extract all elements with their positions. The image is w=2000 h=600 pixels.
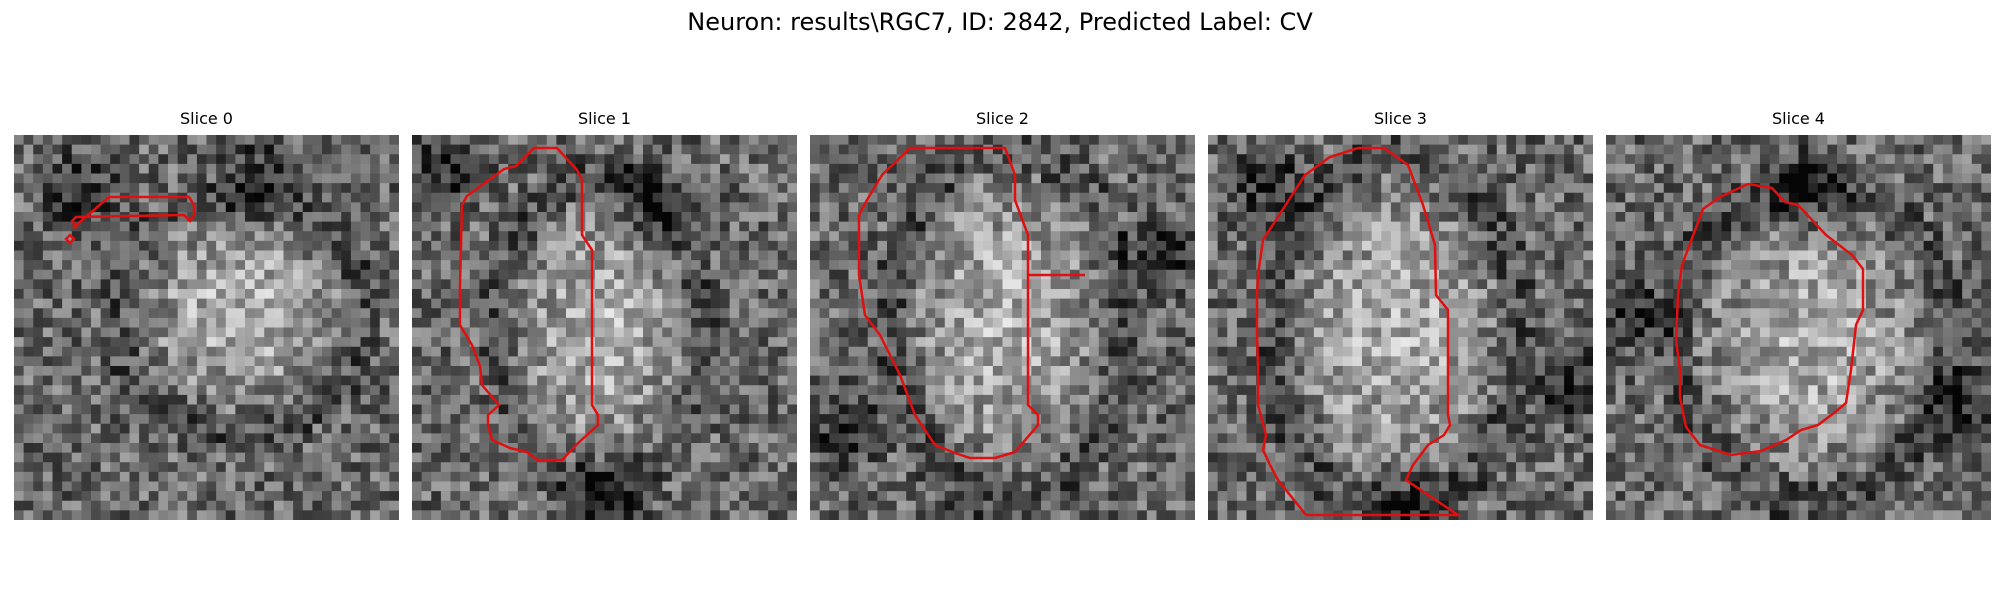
slice-panel-1: Slice 1	[412, 108, 797, 520]
slice-title-3: Slice 3	[1374, 109, 1427, 128]
slice-title-1: Slice 1	[578, 109, 631, 128]
slice-image-2	[810, 135, 1195, 520]
slice-image-4	[1606, 135, 1991, 520]
contour-outline	[857, 146, 1085, 460]
slice-pixels	[1606, 135, 1991, 520]
slice-panel-0: Slice 0	[14, 108, 399, 520]
slice-pixels	[810, 135, 1195, 520]
contour-outline	[458, 146, 600, 462]
slice-pixels	[14, 135, 399, 520]
contour-outline	[64, 233, 76, 245]
slice-panel-4: Slice 4	[1606, 108, 1991, 520]
slice-image-3	[1208, 135, 1593, 520]
figure-title: Neuron: results\RGC7, ID: 2842, Predicte…	[687, 8, 1313, 36]
slice-pixels	[1208, 135, 1593, 520]
slice-panel-2: Slice 2	[810, 108, 1195, 520]
slice-title-4: Slice 4	[1772, 109, 1825, 128]
contour-outline	[70, 195, 196, 229]
slice-title-0: Slice 0	[180, 109, 233, 128]
contour-outline	[1255, 146, 1463, 517]
slice-title-2: Slice 2	[976, 109, 1029, 128]
slice-image-1	[412, 135, 797, 520]
contour-outline	[1674, 182, 1865, 457]
slice-image-0	[14, 135, 399, 520]
slice-panel-3: Slice 3	[1208, 108, 1593, 520]
slice-pixels	[412, 135, 797, 520]
